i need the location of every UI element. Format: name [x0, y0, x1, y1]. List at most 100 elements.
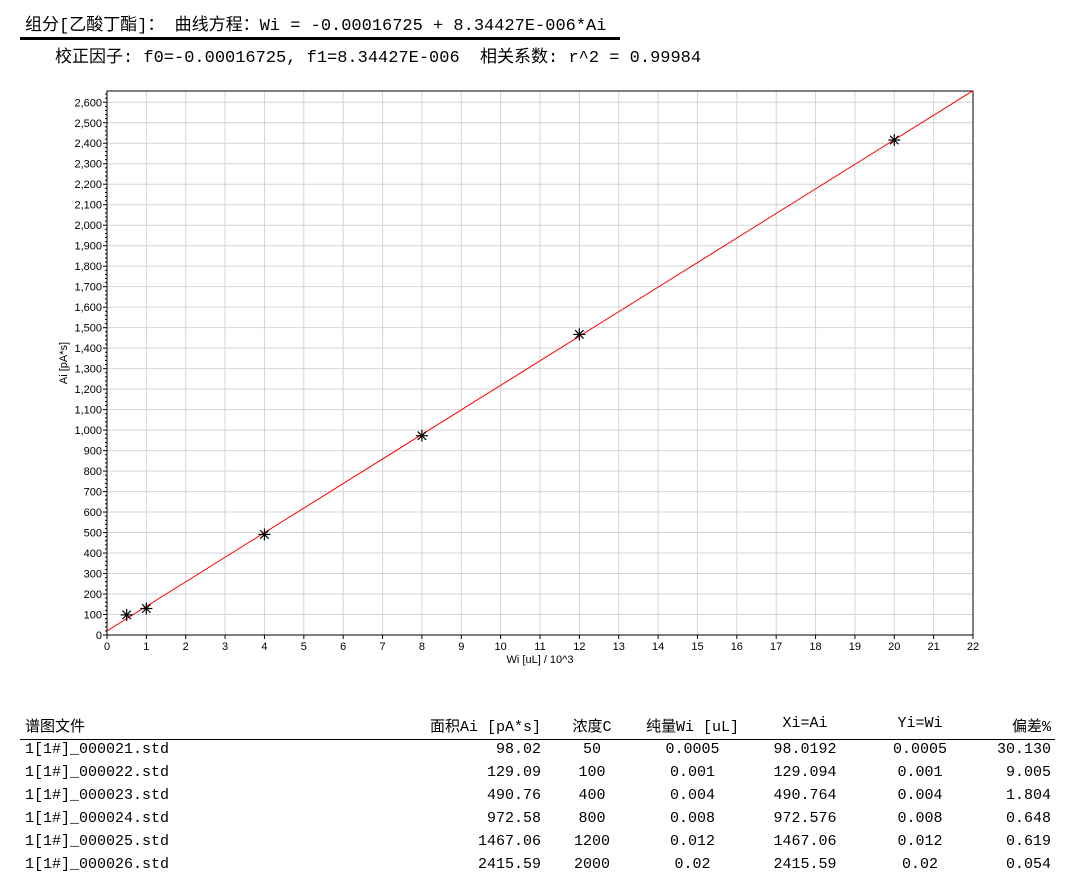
y-tick-label: 1,400 [74, 343, 102, 355]
cell-xi: 1467.06 [773, 833, 837, 850]
col-header-amount: 纯量Wi [uL] [645, 719, 739, 736]
x-tick-label: 8 [419, 641, 425, 653]
data-point [258, 528, 271, 541]
x-tick-label: 16 [731, 641, 743, 653]
cell-amount: 0.012 [669, 833, 715, 850]
y-tick-label: 900 [84, 446, 102, 458]
y-tick-label: 200 [84, 589, 102, 601]
y-tick-label: 1,300 [74, 364, 102, 376]
cell-deviation: 0.648 [1005, 810, 1051, 827]
y-tick-label: 1,000 [74, 425, 102, 437]
curve-equation: 组分[乙酸丁酯]： 曲线方程：Wi = -0.00016725 + 8.3442… [25, 17, 607, 36]
x-axis-label: Wi [uL] / 10^3 [507, 654, 574, 666]
cell-yi: 0.012 [897, 833, 943, 850]
cell-yi: 0.02 [901, 856, 938, 873]
y-axis-label: Ai [pA*s] [58, 342, 70, 384]
cell-yi: 0.008 [897, 810, 943, 827]
title-underline [20, 37, 620, 40]
y-tick-label: 0 [96, 630, 102, 642]
y-tick-label: 600 [84, 507, 102, 519]
y-tick-label: 300 [84, 569, 102, 581]
cell-xi: 972.576 [773, 810, 837, 827]
x-tick-label: 10 [495, 641, 507, 653]
cell-conc: 800 [578, 810, 606, 827]
cell-file: 1[1#]_000022.std [25, 764, 170, 781]
data-point [888, 134, 901, 147]
y-tick-label: 1,800 [74, 261, 102, 273]
y-tick-label: 500 [84, 528, 102, 540]
x-tick-label: 7 [379, 641, 385, 653]
cell-amount: 0.02 [674, 856, 711, 873]
x-tick-label: 12 [573, 641, 585, 653]
x-tick-label: 20 [888, 641, 900, 653]
cell-file: 1[1#]_000024.std [25, 810, 170, 827]
cell-area: 490.76 [486, 787, 541, 804]
header-divider [20, 739, 1055, 740]
x-tick-label: 3 [222, 641, 228, 653]
data-point [120, 608, 133, 621]
y-tick-label: 1,900 [74, 241, 102, 253]
col-header-area: 面积Ai [pA*s] [429, 719, 541, 736]
table-row: 1[1#]_000025.std 1467.06 1200 0.012 1467.06 0… [0, 833, 1089, 855]
cell-amount: 0.0005 [665, 741, 720, 758]
col-header-yi: Yi=Wi [897, 715, 943, 732]
y-tick-label: 1,500 [74, 323, 102, 335]
cell-file: 1[1#]_000023.std [25, 787, 170, 804]
cell-deviation: 0.054 [1005, 856, 1051, 873]
cell-conc: 100 [578, 764, 606, 781]
cell-xi: 490.764 [773, 787, 837, 804]
table-header: 谱图文件 面积Ai [pA*s] 浓度C 纯量Wi [uL] Xi=Ai Yi=… [0, 715, 1089, 737]
cell-area: 98.02 [495, 741, 541, 758]
calibration-factors: 校正因子: f0=-0.00016725, f1=8.34427E-006 相关… [55, 49, 702, 68]
y-tick-label: 700 [84, 487, 102, 499]
cell-deviation: 30.130 [996, 741, 1051, 758]
x-tick-label: 17 [770, 641, 782, 653]
table-row: 1[1#]_000022.std 129.09 100 0.001 129.094 0.0… [0, 764, 1089, 786]
col-header-deviation: 偏差% [1011, 719, 1051, 736]
y-tick-label: 400 [84, 548, 102, 560]
cell-xi: 129.094 [773, 764, 837, 781]
cell-deviation: 0.619 [1005, 833, 1051, 850]
cell-conc: 400 [578, 787, 606, 804]
table-row: 1[1#]_000021.std 98.02 50 0.0005 98.0192 0.00… [0, 741, 1089, 763]
cell-area: 129.09 [486, 764, 541, 781]
cell-xi: 98.0192 [773, 741, 837, 758]
x-tick-label: 19 [849, 641, 861, 653]
y-tick-label: 2,000 [74, 220, 102, 232]
x-tick-label: 21 [928, 641, 940, 653]
cell-deviation: 9.005 [1005, 764, 1051, 781]
cell-deviation: 1.804 [1005, 787, 1051, 804]
calibration-chart: 0 1 2 3 4 5 6 7 8 9 10 11 12 13 14 15 16 17 18 19 20 21 220100… [58, 90, 979, 666]
cell-amount: 0.008 [669, 810, 715, 827]
y-tick-label: 2,500 [74, 118, 102, 130]
x-tick-label: 22 [967, 641, 979, 653]
y-tick-label: 2,100 [74, 200, 102, 212]
cell-yi: 0.001 [897, 764, 943, 781]
y-tick-label: 100 [84, 610, 102, 622]
table-row: 1[1#]_000026.std 2415.59 2000 0.02 2415.59 0.… [0, 856, 1089, 878]
cell-conc: 2000 [573, 856, 610, 873]
cell-xi: 2415.59 [773, 856, 837, 873]
table-row: 1[1#]_000023.std 490.76 400 0.004 490.764 0.0… [0, 787, 1089, 809]
y-tick-label: 2,300 [74, 159, 102, 171]
plot-frame [106, 90, 974, 636]
x-tick-label: 2 [183, 641, 189, 653]
data-point [573, 328, 586, 341]
x-tick-label: 4 [261, 641, 267, 653]
x-tick-label: 14 [652, 641, 664, 653]
y-tick-label: 1,200 [74, 384, 102, 396]
x-tick-label: 6 [340, 641, 346, 653]
cell-file: 1[1#]_000021.std [25, 741, 170, 758]
col-header-file: 谱图文件 [25, 719, 86, 736]
fit-line [106, 90, 974, 632]
y-tick-label: 2,400 [74, 138, 102, 150]
x-tick-label: 13 [613, 641, 625, 653]
x-tick-label: 9 [458, 641, 464, 653]
y-tick-label: 1,100 [74, 405, 102, 417]
cell-yi: 0.0005 [892, 741, 947, 758]
x-tick-label: 11 [534, 641, 545, 653]
x-tick-label: 15 [691, 641, 703, 653]
x-tick-label: 1 [143, 641, 149, 653]
cell-amount: 0.004 [669, 787, 715, 804]
y-tick-label: 2,200 [74, 179, 102, 191]
